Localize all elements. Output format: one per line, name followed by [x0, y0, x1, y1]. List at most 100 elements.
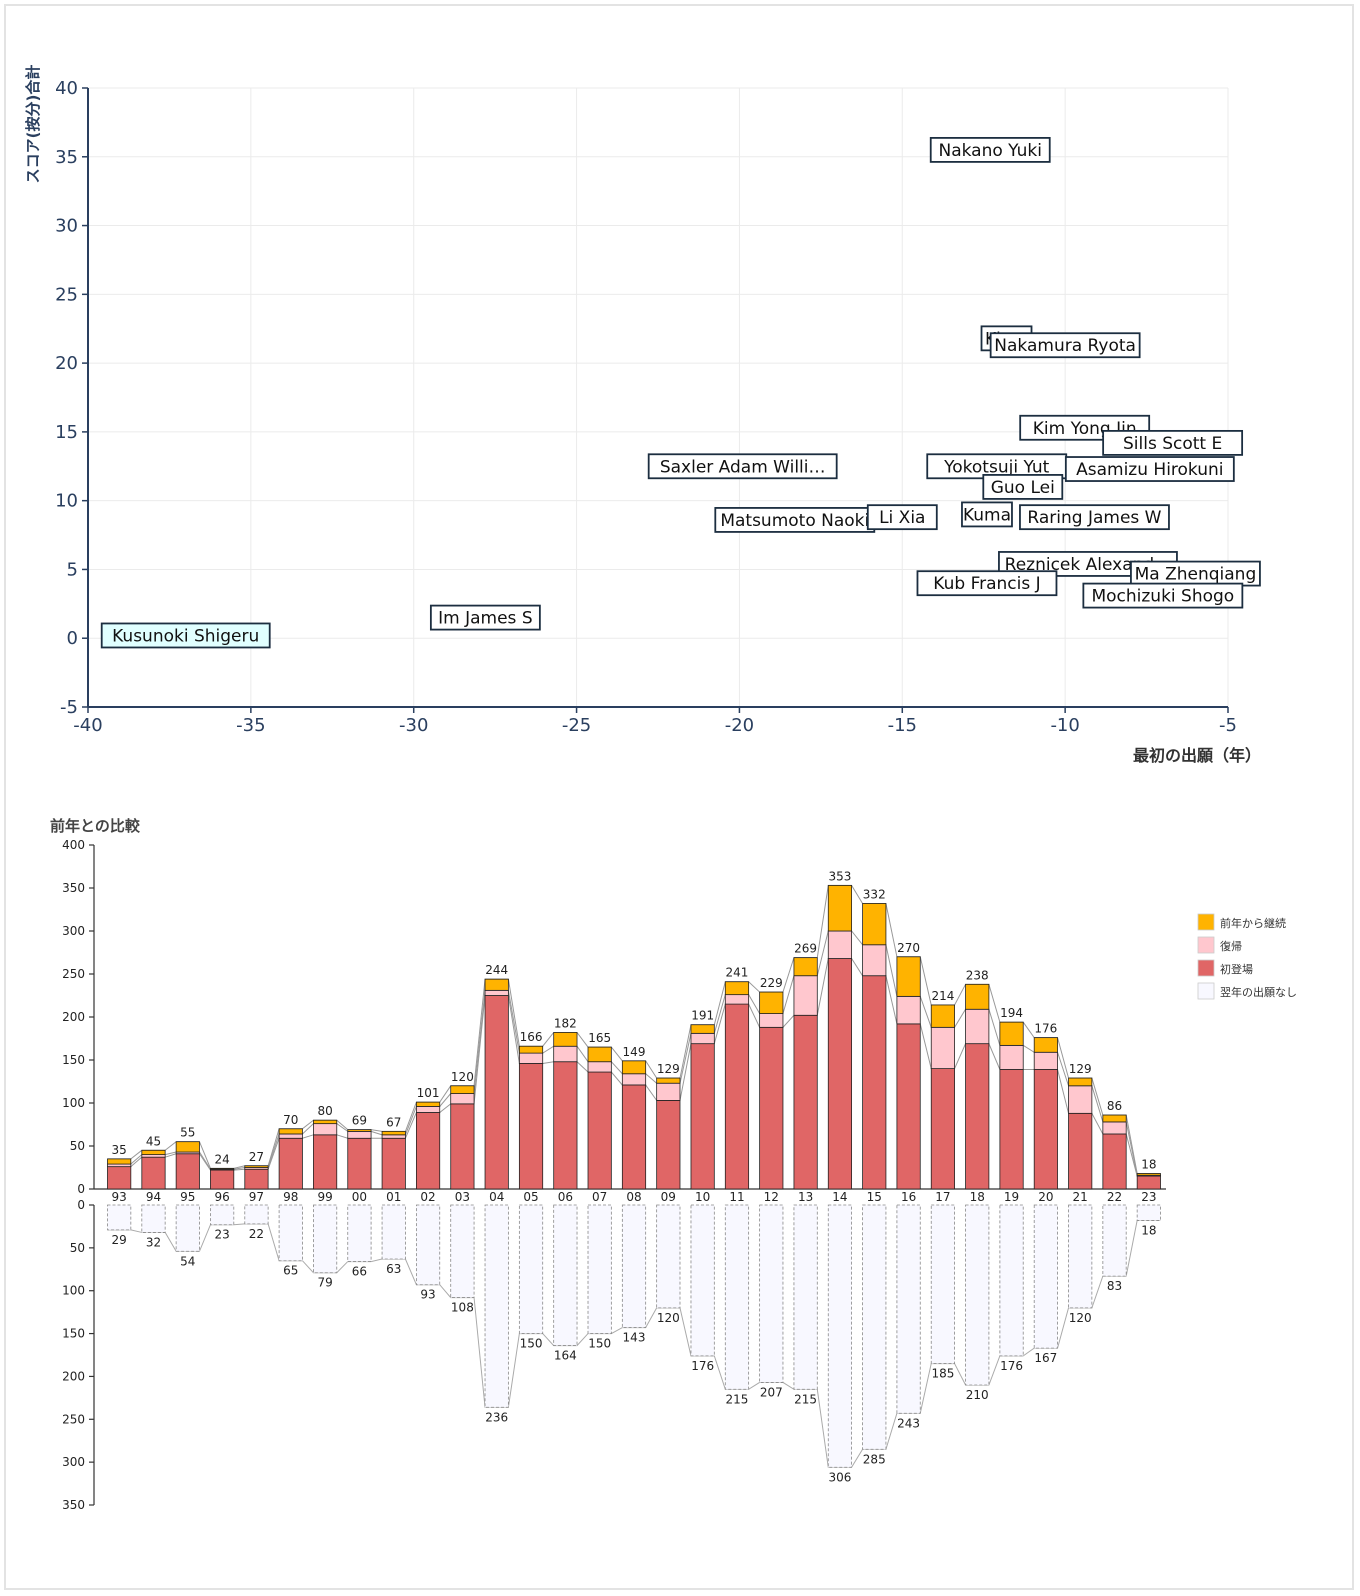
bar-segment [587, 1071, 612, 1190]
bar-segment [210, 1167, 235, 1170]
scatter-point: Li Xia [866, 504, 938, 531]
category-label: 15 [867, 1190, 882, 1204]
x-tick-label: -10 [1050, 715, 1079, 736]
negative-bar [587, 1204, 612, 1334]
negative-bar [965, 1204, 990, 1386]
category-label: 20 [1038, 1190, 1053, 1204]
category-label: 03 [455, 1190, 470, 1204]
bar-segment [965, 1008, 990, 1045]
bar-segment [930, 1026, 955, 1070]
x-tick-label: -35 [236, 715, 265, 736]
x-axis-title: 最初の出願（年） [1133, 746, 1261, 765]
scatter-point: Matsumoto Naoki [714, 507, 876, 533]
bar-total-label: 182 [554, 1016, 577, 1030]
negative-bar-label: 66 [352, 1265, 367, 1279]
scatter-chart: -40 -35 -30 -25 -20 -15 -10 -5 -5 0 5 10 15 20 25 30 35 4… [24, 65, 1261, 765]
bar-total-label: 27 [249, 1150, 264, 1164]
bar-total-label: 332 [863, 887, 886, 901]
y-tick-label: 5 [67, 559, 78, 580]
bar-segment [450, 1085, 475, 1094]
negative-bar [347, 1204, 372, 1262]
negative-bar-label: 108 [451, 1301, 474, 1315]
category-label: 02 [420, 1190, 435, 1204]
bar-segment [587, 1061, 612, 1073]
bar-segment [621, 1073, 647, 1086]
point-label: Kusunoki Shigeru [112, 626, 259, 646]
point-label-box [866, 504, 938, 531]
category-label: 04 [489, 1190, 504, 1204]
point-label: Saxler Adam Willi… [660, 457, 826, 477]
point-label: Matsumoto Naoki [720, 511, 869, 531]
bar-total-label: 67 [386, 1115, 401, 1129]
category-label: 97 [249, 1190, 264, 1204]
bar-segment [1102, 1133, 1127, 1190]
lower-y-tick-label: 150 [62, 1327, 85, 1341]
upper-y-tick-label: 300 [62, 924, 85, 938]
category-label: 93 [112, 1190, 127, 1204]
lower-y-tick-label: 300 [62, 1455, 85, 1469]
negative-bar [656, 1204, 681, 1309]
x-tick-label: -40 [73, 715, 102, 736]
legend-swatch [1197, 982, 1215, 1000]
point-label-box [982, 474, 1064, 500]
bar-segment [827, 885, 853, 932]
bar-segment [862, 975, 887, 1190]
bar-segment [175, 1141, 200, 1153]
negative-bar-label: 176 [1000, 1359, 1023, 1373]
bar-total-label: 70 [283, 1113, 298, 1127]
negative-bar-label: 210 [966, 1388, 989, 1402]
year-over-year-chart: 前年との比較0501001502002503003504000501001502… [50, 817, 1297, 1512]
category-label: 23 [1141, 1190, 1156, 1204]
bar-segment [930, 1004, 955, 1028]
bar-segment [862, 944, 887, 977]
bar-segment [1102, 1114, 1127, 1123]
negative-bar [827, 1204, 853, 1468]
bar-total-label: 24 [214, 1152, 229, 1166]
negative-bar-label: 18 [1141, 1223, 1156, 1237]
bar-segment [553, 1032, 578, 1047]
negative-bar [278, 1204, 303, 1262]
bar-total-label: 194 [1000, 1006, 1023, 1020]
bar-segment [656, 1100, 681, 1190]
bar-segment [415, 1106, 441, 1113]
point-label: Ma Zhenqiang [1135, 565, 1257, 585]
bar-segment [1033, 1037, 1058, 1053]
category-label: 94 [146, 1190, 161, 1204]
negative-bar-label: 185 [931, 1367, 954, 1381]
bar-segment [724, 981, 750, 996]
bar-segment [484, 989, 509, 996]
bar-total-label: 229 [760, 976, 783, 990]
negative-bar-label: 83 [1107, 1279, 1122, 1293]
bar-segment [965, 1043, 990, 1190]
x-tick-label: -20 [725, 715, 754, 736]
negative-bar-label: 150 [588, 1337, 611, 1351]
negative-bar [553, 1204, 578, 1346]
upper-y-tick-label: 0 [77, 1182, 85, 1196]
bar-segment [107, 1166, 132, 1190]
bar-total-label: 45 [146, 1134, 161, 1148]
point-label: Nakano Yuki [939, 141, 1042, 161]
category-label: 00 [352, 1190, 367, 1204]
bar-segment [450, 1093, 475, 1105]
point-label: Im James S [438, 609, 532, 629]
bar-segment [759, 1013, 784, 1028]
bar-segment [518, 1063, 544, 1190]
negative-bar-label: 167 [1034, 1351, 1057, 1365]
bar-segment [690, 1043, 715, 1190]
bar-segment [656, 1082, 681, 1101]
negative-bar [862, 1204, 887, 1450]
bar-segment [724, 994, 750, 1005]
negative-bar-label: 215 [726, 1392, 749, 1406]
y-tick-label: 15 [55, 422, 78, 443]
bar-total-label: 149 [623, 1045, 646, 1059]
bar-segment [244, 1168, 269, 1190]
bar-total-label: 244 [485, 963, 508, 977]
negative-bar-label: 65 [283, 1264, 298, 1278]
legend-item-label: 前年から継続 [1220, 916, 1286, 930]
lower-y-tick-label: 100 [62, 1284, 85, 1298]
scatter-point: Nakano Yuki [929, 136, 1051, 163]
negative-bar-label: 29 [112, 1233, 127, 1247]
bar-segment [484, 978, 509, 991]
negative-bar-label: 207 [760, 1385, 783, 1399]
negative-bar-label: 54 [180, 1254, 195, 1268]
